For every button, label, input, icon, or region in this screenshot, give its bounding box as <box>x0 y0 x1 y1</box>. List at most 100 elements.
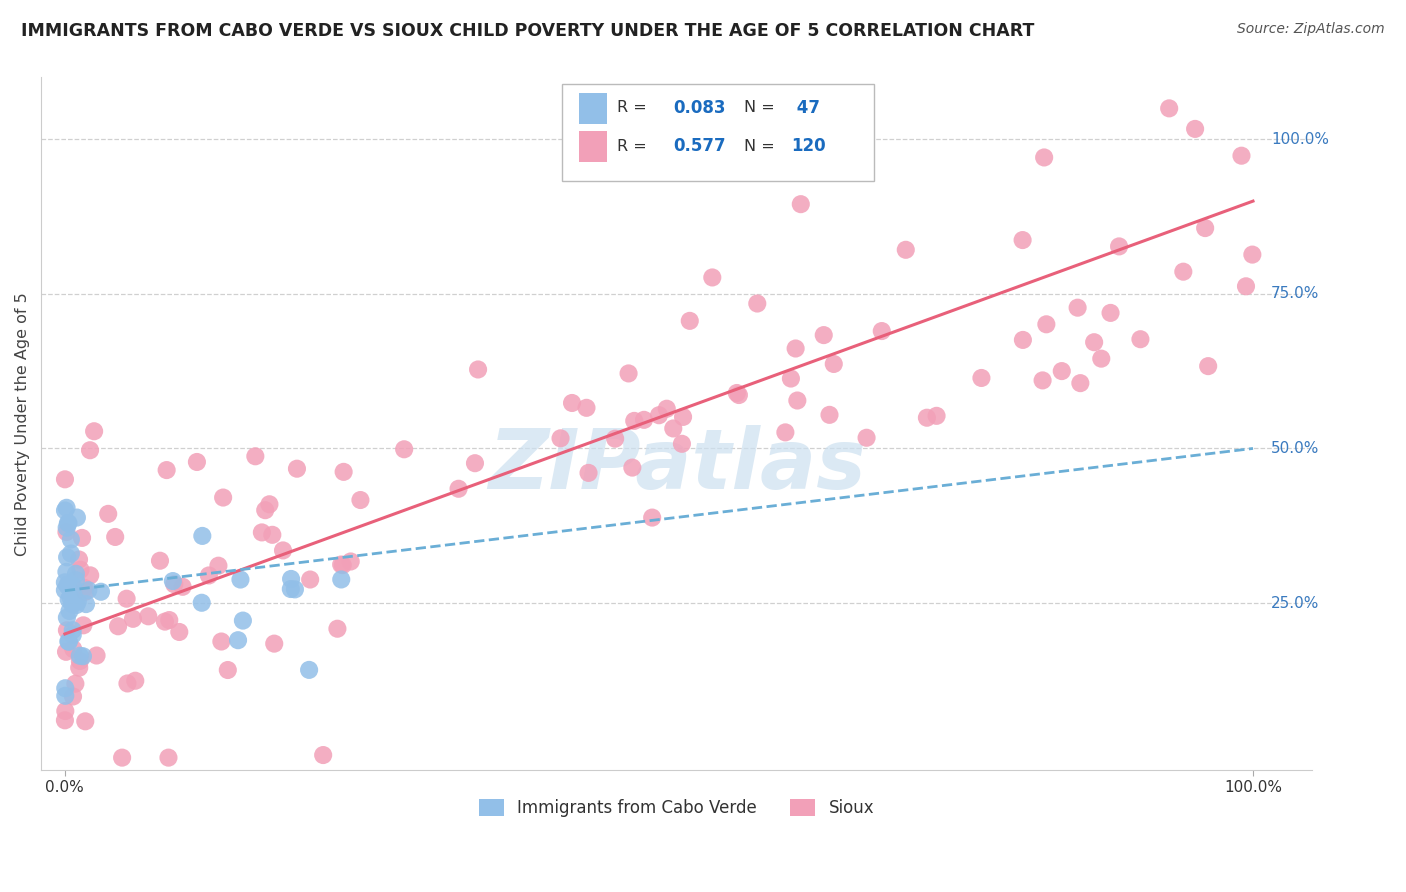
Point <box>262 528 284 542</box>
Point <box>1035 318 1057 332</box>
Point <box>728 388 751 402</box>
Text: 120: 120 <box>792 137 825 155</box>
Point <box>172 580 194 594</box>
Point <box>1184 122 1206 136</box>
Point <box>69 563 91 577</box>
Point <box>65 598 87 612</box>
Legend: Immigrants from Cabo Verde, Sioux: Immigrants from Cabo Verde, Sioux <box>472 792 882 824</box>
Text: IMMIGRANTS FROM CABO VERDE VS SIOUX CHILD POVERTY UNDER THE AGE OF 5 CORRELATION: IMMIGRANTS FROM CABO VERDE VS SIOUX CHIL… <box>21 22 1035 40</box>
Point <box>330 558 353 572</box>
Point <box>280 582 302 596</box>
Point <box>818 408 841 422</box>
Point <box>157 613 180 627</box>
Point <box>299 573 322 587</box>
Point <box>229 573 252 587</box>
Point <box>1069 376 1091 391</box>
Point <box>56 579 79 593</box>
Point <box>79 443 101 458</box>
Point <box>212 491 235 505</box>
Point <box>156 463 179 477</box>
Point <box>53 583 76 598</box>
Point <box>72 618 94 632</box>
Point <box>312 747 335 762</box>
Point <box>162 574 184 588</box>
Point <box>186 455 208 469</box>
Point <box>621 460 644 475</box>
Point <box>1173 265 1195 279</box>
Point <box>163 577 186 591</box>
Point <box>855 431 877 445</box>
Point <box>1129 332 1152 346</box>
Point <box>561 396 583 410</box>
Text: N =: N = <box>744 138 780 153</box>
Point <box>285 461 308 475</box>
Text: Source: ZipAtlas.com: Source: ZipAtlas.com <box>1237 22 1385 37</box>
Point <box>1241 247 1264 261</box>
Point <box>280 572 302 586</box>
Point <box>53 689 76 703</box>
Point <box>392 442 415 457</box>
Text: ZIPatlas: ZIPatlas <box>488 425 866 506</box>
Point <box>655 401 678 416</box>
Point <box>62 623 84 637</box>
Point <box>209 634 232 648</box>
Point <box>671 437 693 451</box>
Point <box>66 510 89 524</box>
FancyBboxPatch shape <box>562 85 873 181</box>
Point <box>1083 335 1105 350</box>
Point <box>55 565 77 579</box>
Point <box>1050 364 1073 378</box>
Point <box>79 568 101 582</box>
Point <box>56 516 79 530</box>
Point <box>149 554 172 568</box>
Point <box>298 663 321 677</box>
Point <box>823 357 845 371</box>
Point <box>58 516 80 530</box>
Point <box>75 584 97 599</box>
Text: 100.0%: 100.0% <box>1271 132 1329 147</box>
Point <box>1011 233 1033 247</box>
Point <box>69 654 91 668</box>
Point <box>59 533 82 547</box>
Point <box>72 649 94 664</box>
Point <box>330 573 353 587</box>
Point <box>169 624 191 639</box>
Point <box>245 450 267 464</box>
Point <box>623 414 645 428</box>
Text: R =: R = <box>617 138 652 153</box>
Point <box>70 531 93 545</box>
Point <box>263 637 285 651</box>
Point <box>1230 149 1253 163</box>
Point <box>53 704 76 718</box>
Point <box>702 270 724 285</box>
Point <box>217 663 239 677</box>
Point <box>679 314 702 328</box>
Point <box>190 596 212 610</box>
Point <box>672 409 695 424</box>
Point <box>124 673 146 688</box>
Point <box>1066 301 1088 315</box>
Point <box>60 597 83 611</box>
Point <box>198 568 221 582</box>
Bar <box>579 93 607 124</box>
Point <box>53 472 76 486</box>
Point <box>775 425 797 440</box>
Point <box>97 507 120 521</box>
Point <box>83 424 105 438</box>
Point <box>641 510 664 524</box>
Point <box>191 529 214 543</box>
Point <box>915 410 938 425</box>
Point <box>65 573 87 587</box>
Point <box>90 584 112 599</box>
Point <box>578 466 600 480</box>
Point <box>786 393 808 408</box>
Point <box>53 681 76 696</box>
Point <box>813 328 835 343</box>
Point <box>59 547 82 561</box>
Point <box>69 648 91 663</box>
Text: 0.083: 0.083 <box>673 99 725 117</box>
Point <box>56 550 79 565</box>
Point <box>55 500 77 515</box>
Point <box>73 581 96 595</box>
Point <box>62 587 84 601</box>
